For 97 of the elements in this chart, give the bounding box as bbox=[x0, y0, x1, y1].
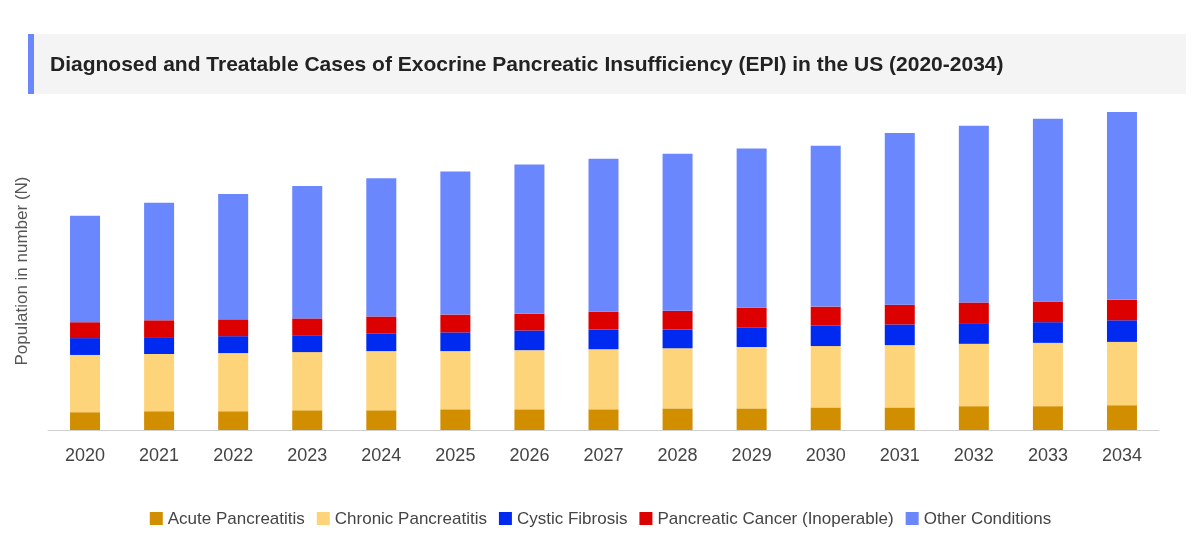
bar bbox=[440, 314, 471, 333]
bar bbox=[810, 407, 841, 430]
bar bbox=[514, 313, 545, 331]
bar bbox=[736, 347, 767, 409]
bar bbox=[514, 409, 545, 430]
bar bbox=[1106, 341, 1137, 406]
bar bbox=[366, 316, 397, 334]
bar bbox=[736, 408, 767, 430]
legend-label: Pancreatic Cancer (Inoperable) bbox=[657, 509, 894, 528]
x-tick-label: 2025 bbox=[435, 445, 476, 465]
bar bbox=[218, 194, 249, 320]
bar bbox=[292, 318, 323, 336]
bar bbox=[1106, 299, 1137, 321]
bar bbox=[292, 352, 323, 411]
bar bbox=[958, 302, 989, 324]
bar bbox=[588, 158, 619, 312]
bar bbox=[736, 307, 767, 328]
bar bbox=[144, 354, 175, 412]
legend-label: Chronic Pancreatitis bbox=[334, 509, 487, 528]
bar bbox=[70, 215, 101, 323]
x-tick-label: 2031 bbox=[879, 445, 920, 465]
bar bbox=[514, 330, 545, 351]
bar bbox=[884, 304, 915, 325]
x-tick-label: 2028 bbox=[657, 445, 698, 465]
bar bbox=[1032, 406, 1063, 430]
bar bbox=[958, 406, 989, 430]
legend-label: Other Conditions bbox=[923, 509, 1052, 528]
x-tick-label: 2034 bbox=[1101, 445, 1142, 465]
bar bbox=[218, 411, 249, 430]
legend-label: Cystic Fibrosis bbox=[516, 509, 628, 528]
bar bbox=[292, 186, 323, 319]
bar bbox=[292, 335, 323, 353]
bar bbox=[218, 319, 249, 337]
bar bbox=[1032, 118, 1063, 302]
bar bbox=[366, 351, 397, 411]
bar bbox=[1032, 301, 1063, 323]
bar bbox=[662, 153, 693, 311]
chart-title: Diagnosed and Treatable Cases of Exocrine Pancreatic Insufficiency (EPI) in the US (2020-2034) bbox=[28, 34, 1186, 94]
bar bbox=[810, 145, 841, 307]
bar bbox=[810, 346, 841, 408]
bar bbox=[736, 327, 767, 347]
bar bbox=[366, 410, 397, 430]
bar bbox=[958, 323, 989, 344]
bar bbox=[588, 349, 619, 410]
bar bbox=[810, 325, 841, 347]
bar bbox=[588, 329, 619, 350]
bar bbox=[884, 132, 915, 305]
bar bbox=[1032, 322, 1063, 343]
bar bbox=[70, 322, 101, 339]
bar bbox=[588, 311, 619, 330]
bar bbox=[514, 350, 545, 410]
bar bbox=[1106, 405, 1137, 430]
bar bbox=[662, 310, 693, 330]
bar bbox=[440, 171, 471, 315]
bar bbox=[440, 351, 471, 410]
x-tick-label: 2030 bbox=[805, 445, 846, 465]
bar bbox=[440, 332, 471, 352]
x-tick-label: 2021 bbox=[139, 445, 180, 465]
bar bbox=[588, 409, 619, 430]
bar bbox=[958, 343, 989, 407]
bar bbox=[514, 164, 545, 314]
legend-label: Acute Pancreatitis bbox=[167, 509, 305, 528]
bar bbox=[884, 324, 915, 346]
bar bbox=[958, 125, 989, 303]
bar bbox=[218, 336, 249, 354]
bar bbox=[70, 354, 101, 413]
x-tick-label: 2024 bbox=[361, 445, 402, 465]
x-tick-label: 2033 bbox=[1027, 445, 1068, 465]
y-axis-title: Population in number (N) bbox=[12, 176, 31, 366]
x-tick-label: 2022 bbox=[213, 445, 254, 465]
bar bbox=[884, 345, 915, 408]
bar bbox=[662, 329, 693, 349]
bar bbox=[366, 333, 397, 352]
bar bbox=[662, 348, 693, 409]
bar bbox=[144, 337, 175, 354]
bar bbox=[440, 409, 471, 430]
bar bbox=[884, 407, 915, 430]
bar bbox=[70, 412, 101, 430]
x-tick-label: 2026 bbox=[509, 445, 550, 465]
bar bbox=[662, 408, 693, 430]
bar bbox=[292, 410, 323, 430]
bar bbox=[144, 320, 175, 338]
bar bbox=[144, 411, 175, 430]
bar bbox=[736, 148, 767, 308]
bar bbox=[1106, 112, 1137, 300]
x-tick-label: 2029 bbox=[731, 445, 772, 465]
x-tick-label: 2027 bbox=[583, 445, 624, 465]
bar bbox=[366, 178, 397, 317]
bar bbox=[1032, 342, 1063, 407]
x-tick-label: 2020 bbox=[65, 445, 106, 465]
bar bbox=[810, 306, 841, 326]
bar bbox=[144, 202, 175, 321]
bar bbox=[218, 353, 249, 412]
bar bbox=[70, 338, 101, 355]
x-tick-label: 2023 bbox=[287, 445, 328, 465]
bar bbox=[1106, 320, 1137, 342]
x-tick-label: 2032 bbox=[953, 445, 994, 465]
